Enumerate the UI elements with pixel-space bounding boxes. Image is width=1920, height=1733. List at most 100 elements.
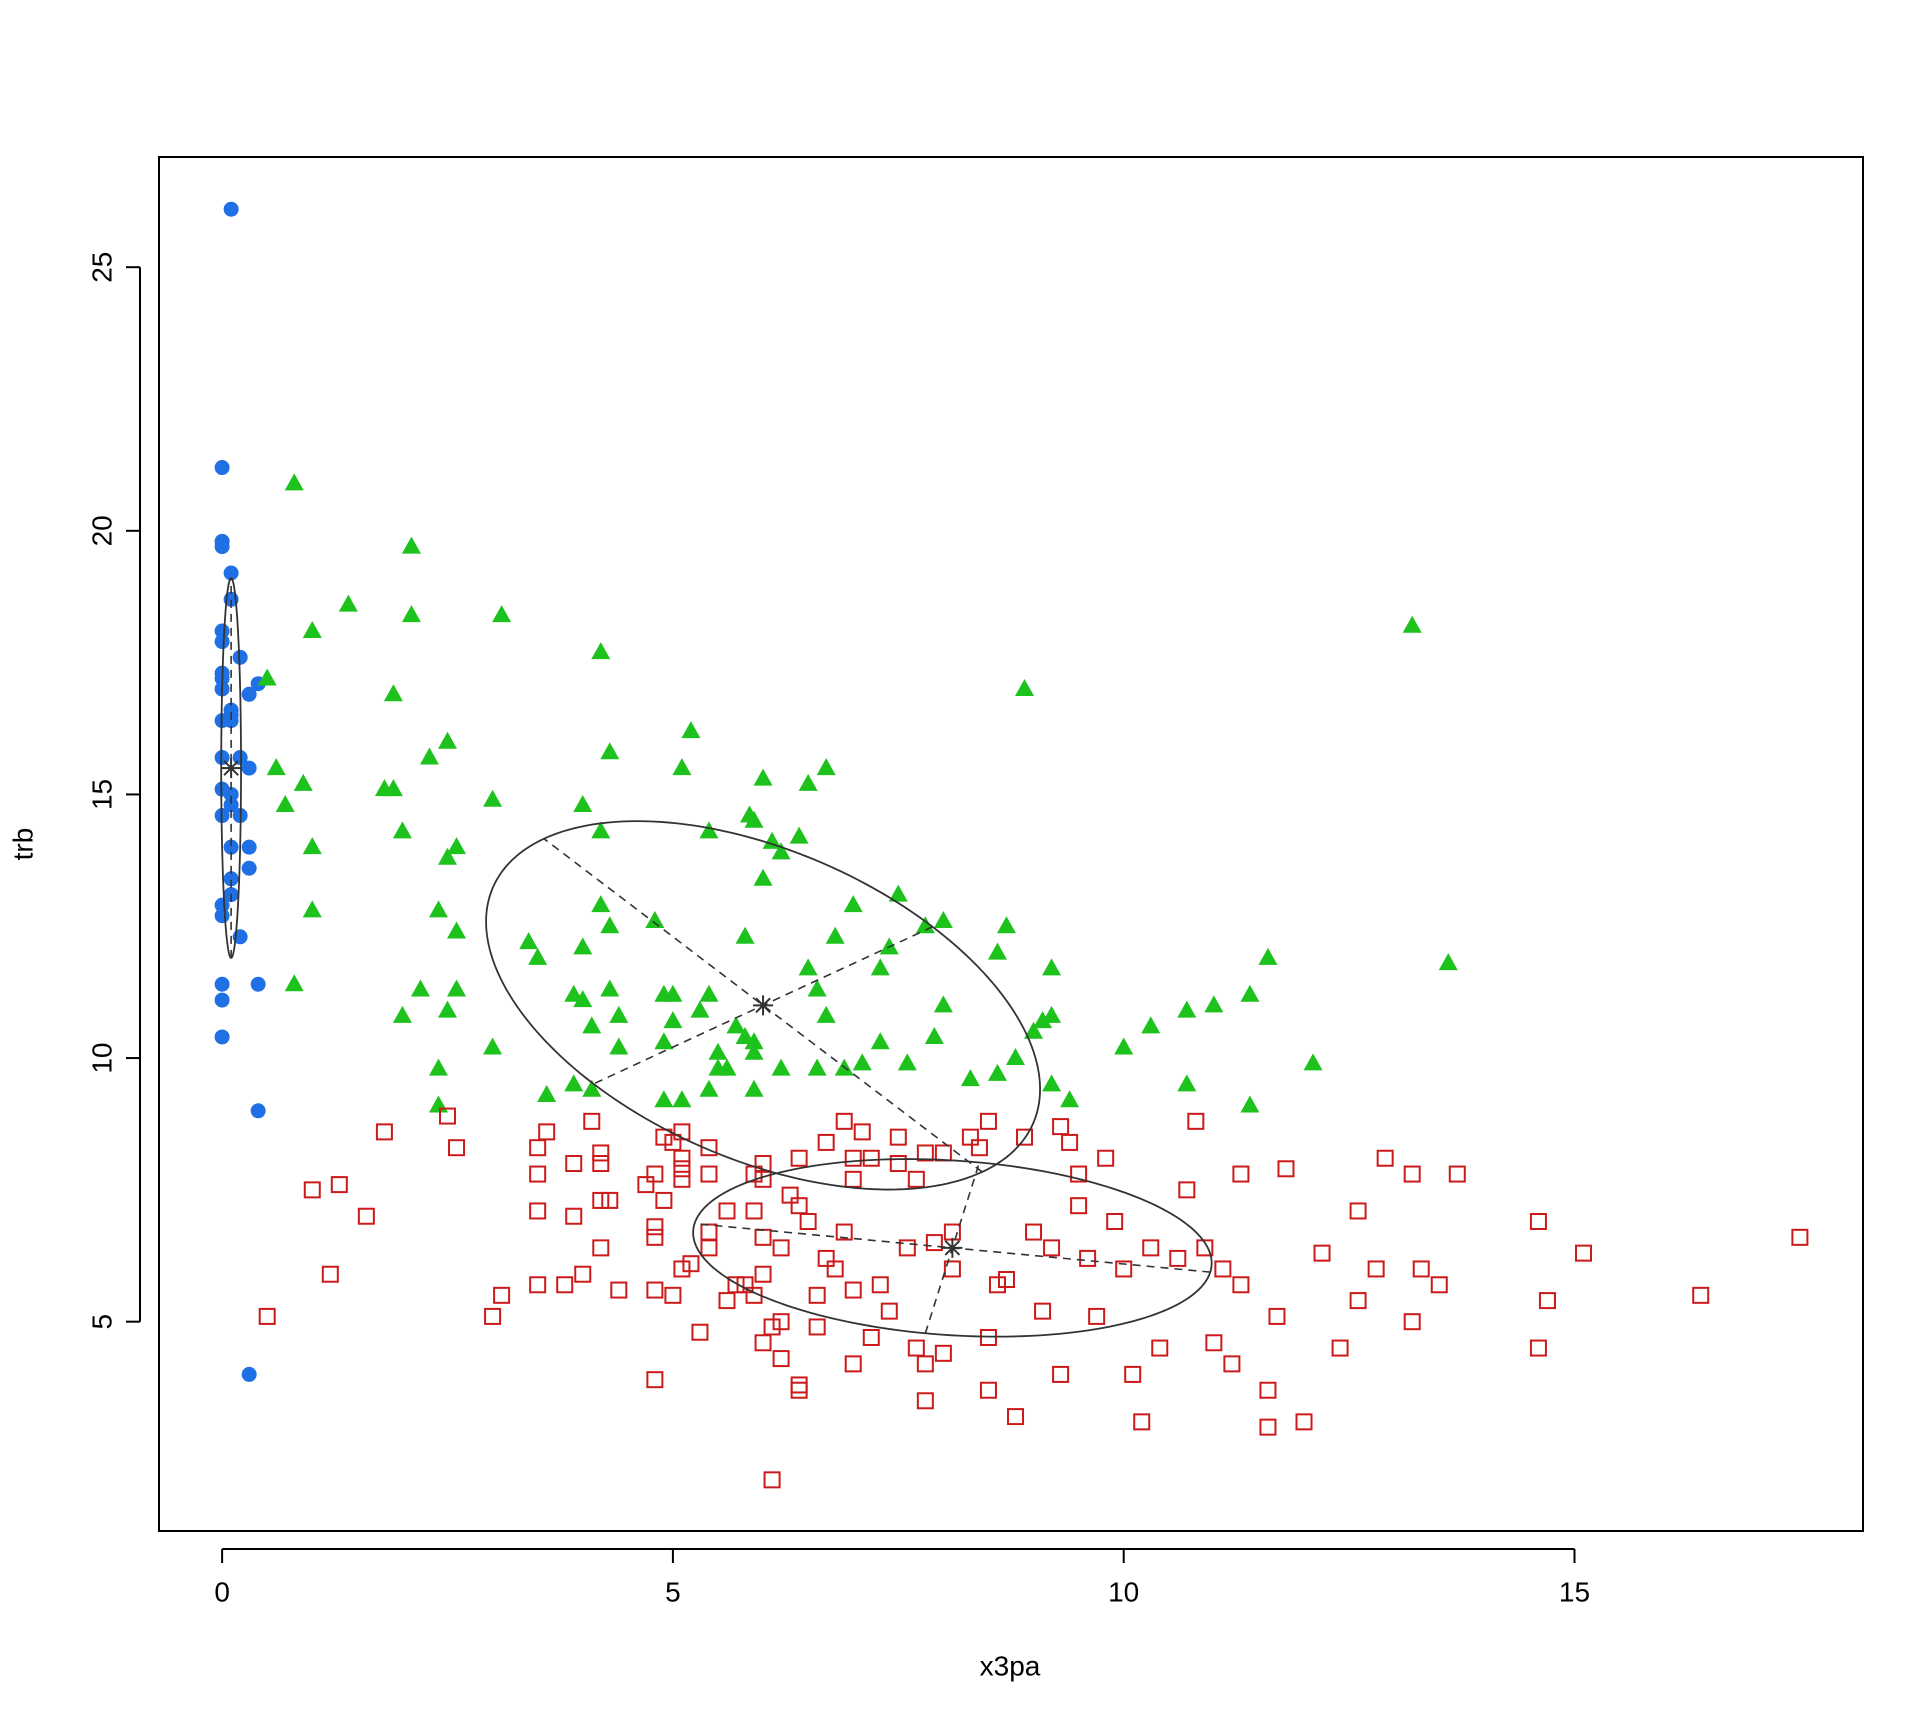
- point: [241, 686, 257, 702]
- point: [330, 1176, 348, 1194]
- point: [817, 1249, 835, 1267]
- point: [438, 731, 458, 749]
- point: [772, 1350, 790, 1368]
- point: [789, 826, 809, 844]
- point: [888, 884, 908, 902]
- point: [880, 1302, 898, 1320]
- point: [646, 1371, 664, 1389]
- point: [610, 1281, 628, 1299]
- point: [223, 839, 239, 855]
- point: [1042, 958, 1062, 976]
- point: [250, 976, 266, 992]
- cluster-center: [942, 1237, 963, 1258]
- point: [1402, 615, 1422, 633]
- point: [807, 1058, 827, 1076]
- series: [258, 1107, 1809, 1489]
- point: [916, 1355, 934, 1373]
- point: [564, 1074, 584, 1092]
- point: [574, 1265, 592, 1283]
- point: [700, 1239, 718, 1257]
- point: [275, 794, 295, 812]
- point: [1529, 1213, 1547, 1231]
- point: [1097, 1149, 1115, 1167]
- point: [1015, 678, 1035, 696]
- point: [654, 1090, 674, 1108]
- point: [1331, 1339, 1349, 1357]
- point: [844, 1170, 862, 1188]
- point: [987, 942, 1007, 960]
- point: [700, 1165, 718, 1183]
- point: [565, 1207, 583, 1225]
- point: [646, 1281, 664, 1299]
- point: [879, 937, 899, 955]
- point: [1412, 1260, 1430, 1278]
- point: [753, 868, 773, 886]
- point: [852, 1053, 872, 1071]
- point: [673, 1260, 691, 1278]
- point: [771, 842, 791, 860]
- point: [556, 1276, 574, 1294]
- point: [916, 1392, 934, 1410]
- point: [401, 605, 421, 623]
- point: [1187, 1112, 1205, 1130]
- x-tick-label: 0: [214, 1576, 230, 1607]
- point: [1313, 1244, 1331, 1262]
- cluster-ellipse: [485, 820, 1041, 1191]
- point: [673, 1160, 691, 1178]
- cluster-center: [221, 758, 242, 779]
- point: [592, 1155, 610, 1173]
- point: [961, 1128, 979, 1146]
- point: [600, 916, 620, 934]
- point: [1349, 1202, 1367, 1220]
- point: [673, 1123, 691, 1141]
- point: [691, 1323, 709, 1341]
- point: [1115, 1260, 1133, 1278]
- point: [1079, 1249, 1097, 1267]
- point: [1223, 1355, 1241, 1373]
- point: [1114, 1037, 1134, 1055]
- point: [302, 837, 322, 855]
- point: [214, 976, 230, 992]
- y-tick-label: 20: [86, 515, 117, 546]
- point: [996, 916, 1016, 934]
- point: [718, 1202, 736, 1220]
- point: [528, 947, 548, 965]
- point: [1259, 1418, 1277, 1436]
- point: [1529, 1339, 1547, 1357]
- point: [1052, 1118, 1070, 1136]
- point: [1196, 1239, 1214, 1257]
- cluster-center: [753, 995, 774, 1016]
- point: [682, 1255, 700, 1273]
- point: [987, 1063, 1007, 1081]
- point: [646, 1165, 664, 1183]
- point: [979, 1381, 997, 1399]
- point: [853, 1123, 871, 1141]
- point: [717, 1058, 737, 1076]
- point: [591, 821, 611, 839]
- y-tick-label: 15: [86, 779, 117, 810]
- point: [1438, 953, 1458, 971]
- point: [1025, 1223, 1043, 1241]
- point: [241, 839, 257, 855]
- point: [1070, 1197, 1088, 1215]
- point: [392, 821, 412, 839]
- point: [232, 649, 248, 665]
- point: [241, 860, 257, 876]
- point: [492, 605, 512, 623]
- point: [1214, 1260, 1232, 1278]
- point: [673, 1170, 691, 1188]
- point: [655, 1128, 673, 1146]
- point: [735, 1026, 755, 1044]
- point: [573, 937, 593, 955]
- point: [1367, 1260, 1385, 1278]
- point: [1141, 1016, 1161, 1034]
- point: [1061, 1133, 1079, 1151]
- point: [214, 634, 230, 650]
- point: [321, 1265, 339, 1283]
- point: [448, 1139, 466, 1157]
- point: [1538, 1292, 1556, 1310]
- point: [375, 1123, 393, 1141]
- point: [483, 789, 503, 807]
